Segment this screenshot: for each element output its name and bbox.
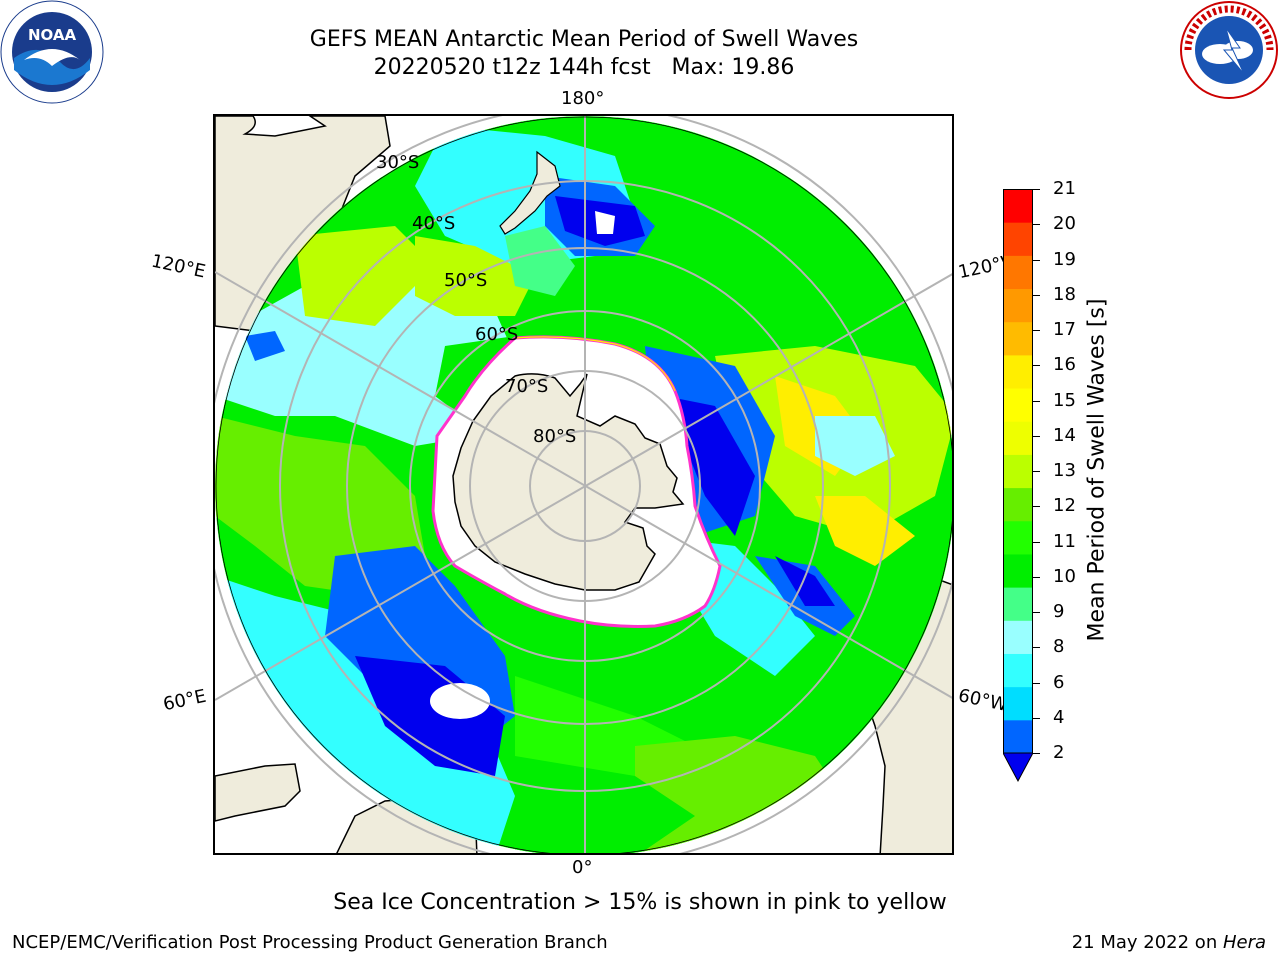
colorbar-tick-mark bbox=[1033, 576, 1040, 578]
colorbar-tick-label: 2 bbox=[1053, 742, 1065, 763]
colorbar-tick-mark bbox=[1033, 753, 1040, 754]
colorbar-tick-label: 20 bbox=[1053, 213, 1076, 235]
colorbar-tick-mark bbox=[1033, 612, 1040, 613]
chart-title: GEFS MEAN Antarctic Mean Period of Swell… bbox=[309, 27, 859, 52]
colorbar-tick-label: 21 bbox=[1053, 178, 1076, 199]
colorbar-bin bbox=[1003, 587, 1033, 621]
polar-map: 30°S 40°S 50°S 60°S 70°S 80°S bbox=[213, 114, 954, 855]
colorbar-bin bbox=[1003, 189, 1033, 223]
colorbar-bin bbox=[1003, 321, 1033, 356]
colorbar-tick-label: 13 bbox=[1053, 460, 1076, 481]
colorbar-bin bbox=[1003, 653, 1033, 688]
colorbar-bin bbox=[1003, 553, 1033, 588]
colorbar-bin bbox=[1003, 388, 1033, 422]
footer-date-text: 21 May 2022 on bbox=[1071, 932, 1223, 953]
lon-label-0: 0° bbox=[572, 857, 593, 878]
colorbar-tick-label: 18 bbox=[1053, 283, 1076, 305]
colorbar-tick-mark bbox=[1033, 647, 1040, 649]
lon-label-180: 180° bbox=[561, 88, 605, 109]
lat-label-80s: 80°S bbox=[533, 426, 577, 447]
colorbar-bin bbox=[1003, 620, 1033, 654]
noaa-logo-text: NOAA bbox=[28, 26, 77, 44]
colorbar bbox=[1003, 189, 1033, 783]
footer-date: 21 May 2022 on Hera bbox=[1072, 932, 1266, 953]
lat-label-60s: 60°S bbox=[475, 324, 519, 345]
lat-label-30s: 30°S bbox=[376, 152, 420, 173]
colorbar-tick-label: 6 bbox=[1053, 671, 1065, 693]
colorbar-bin bbox=[1003, 520, 1033, 555]
footer-host: Hera bbox=[1222, 932, 1266, 953]
colorbar-tick-mark bbox=[1033, 365, 1040, 367]
colorbar-bin bbox=[1003, 222, 1033, 256]
colorbar-tick-label: 11 bbox=[1053, 530, 1076, 552]
colorbar-label: Mean Period of Swell Waves [s] bbox=[1084, 298, 1110, 642]
lon-label-60e: 60°E bbox=[161, 685, 208, 716]
lon-label-60w: 60°W bbox=[956, 685, 1010, 716]
colorbar-tick-mark bbox=[1033, 682, 1040, 684]
colorbar-tick-mark bbox=[1033, 189, 1040, 190]
colorbar-bin bbox=[1003, 487, 1033, 522]
colorbar-tick-mark bbox=[1033, 506, 1040, 508]
madagascar-land bbox=[215, 763, 301, 822]
colorbar-tick-mark bbox=[1033, 435, 1040, 437]
colorbar-bin bbox=[1003, 288, 1033, 323]
colorbar-tick-label: 10 bbox=[1053, 565, 1076, 587]
noaa-logo: NOAA bbox=[0, 0, 104, 104]
colorbar-bin bbox=[1003, 686, 1033, 721]
colorbar-tick-label: 16 bbox=[1053, 354, 1076, 376]
colorbar-tick-mark bbox=[1033, 471, 1040, 472]
national-weather-service-logo bbox=[1180, 1, 1278, 99]
colorbar-tick-label: 8 bbox=[1053, 636, 1065, 658]
colorbar-tick-label: 4 bbox=[1053, 706, 1065, 728]
footer-credit: NCEP/EMC/Verification Post Processing Pr… bbox=[12, 932, 608, 953]
colorbar-under-arrow bbox=[1003, 752, 1033, 783]
colorbar-bins bbox=[1003, 189, 1033, 754]
map-boundary bbox=[215, 116, 952, 853]
colorbar-outline bbox=[1003, 189, 1033, 754]
colorbar-tick-label: 17 bbox=[1053, 319, 1076, 340]
colorbar-tick-mark bbox=[1033, 330, 1040, 331]
colorbar-tick-mark bbox=[1033, 259, 1040, 261]
colorbar-tick-mark bbox=[1033, 400, 1040, 402]
colorbar-tick-label: 19 bbox=[1053, 248, 1076, 270]
colorbar-tick-mark bbox=[1033, 541, 1040, 543]
colorbar-tick-label: 15 bbox=[1053, 389, 1076, 411]
colorbar-bin bbox=[1003, 255, 1033, 290]
lat-label-40s: 40°S bbox=[412, 213, 456, 234]
colorbar-bin bbox=[1003, 354, 1033, 389]
colorbar-bin bbox=[1003, 719, 1033, 754]
ice-edge-yellow bbox=[514, 336, 676, 392]
colorbar-tick-mark bbox=[1033, 717, 1040, 719]
lon-label-120e: 120°E bbox=[149, 250, 208, 283]
colorbar-bin bbox=[1003, 454, 1033, 489]
colorbar-tick-mark bbox=[1033, 224, 1040, 226]
antarctica-land bbox=[452, 373, 685, 591]
graticule bbox=[215, 116, 952, 853]
colorbar-bin bbox=[1003, 421, 1033, 455]
lat-label-70s: 70°S bbox=[505, 376, 549, 397]
sea-ice-note: Sea Ice Concentration > 15% is shown in … bbox=[333, 890, 947, 915]
chart-subtitle: 20220520 t12z 144h fcst Max: 19.86 bbox=[373, 55, 795, 80]
lat-label-50s: 50°S bbox=[444, 270, 488, 291]
colorbar-tick-label: 9 bbox=[1053, 601, 1065, 622]
polar-map-svg bbox=[215, 116, 952, 853]
colorbar-tick-mark bbox=[1033, 294, 1040, 296]
colorbar-tick-label: 14 bbox=[1053, 424, 1076, 446]
colorbar-tick-label: 12 bbox=[1053, 495, 1076, 517]
